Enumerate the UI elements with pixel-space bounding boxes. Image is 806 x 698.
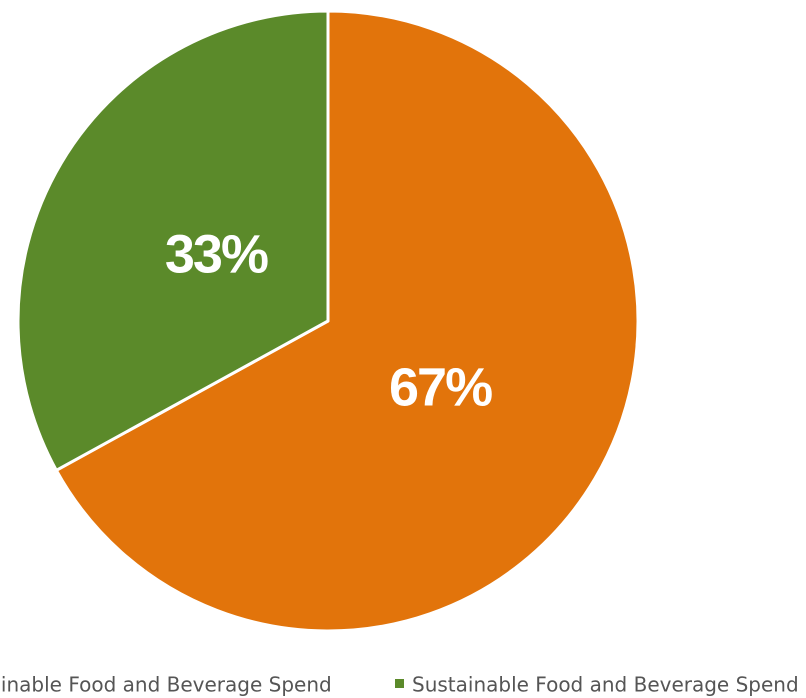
legend: Unsustainable Food and Beverage Spend Sus… bbox=[0, 673, 799, 697]
legend-item-2: Sustainable Food and Beverage Spend bbox=[395, 673, 799, 697]
slice-data-label-1: 67% bbox=[389, 357, 492, 417]
legend-label-2: Sustainable Food and Beverage Spend bbox=[412, 673, 799, 697]
pie-slices bbox=[16, 9, 640, 633]
pie-slice-2 bbox=[16, 9, 330, 472]
legend-label-1: Unsustainable Food and Beverage Spend bbox=[0, 673, 332, 697]
slice-data-label-2: 33% bbox=[165, 225, 268, 285]
pie-slice-1 bbox=[54, 9, 640, 633]
pie-labels: 67% 33% bbox=[165, 225, 494, 418]
legend-swatch-2 bbox=[395, 679, 404, 688]
legend-item-1: Unsustainable Food and Beverage Spend bbox=[0, 673, 332, 697]
